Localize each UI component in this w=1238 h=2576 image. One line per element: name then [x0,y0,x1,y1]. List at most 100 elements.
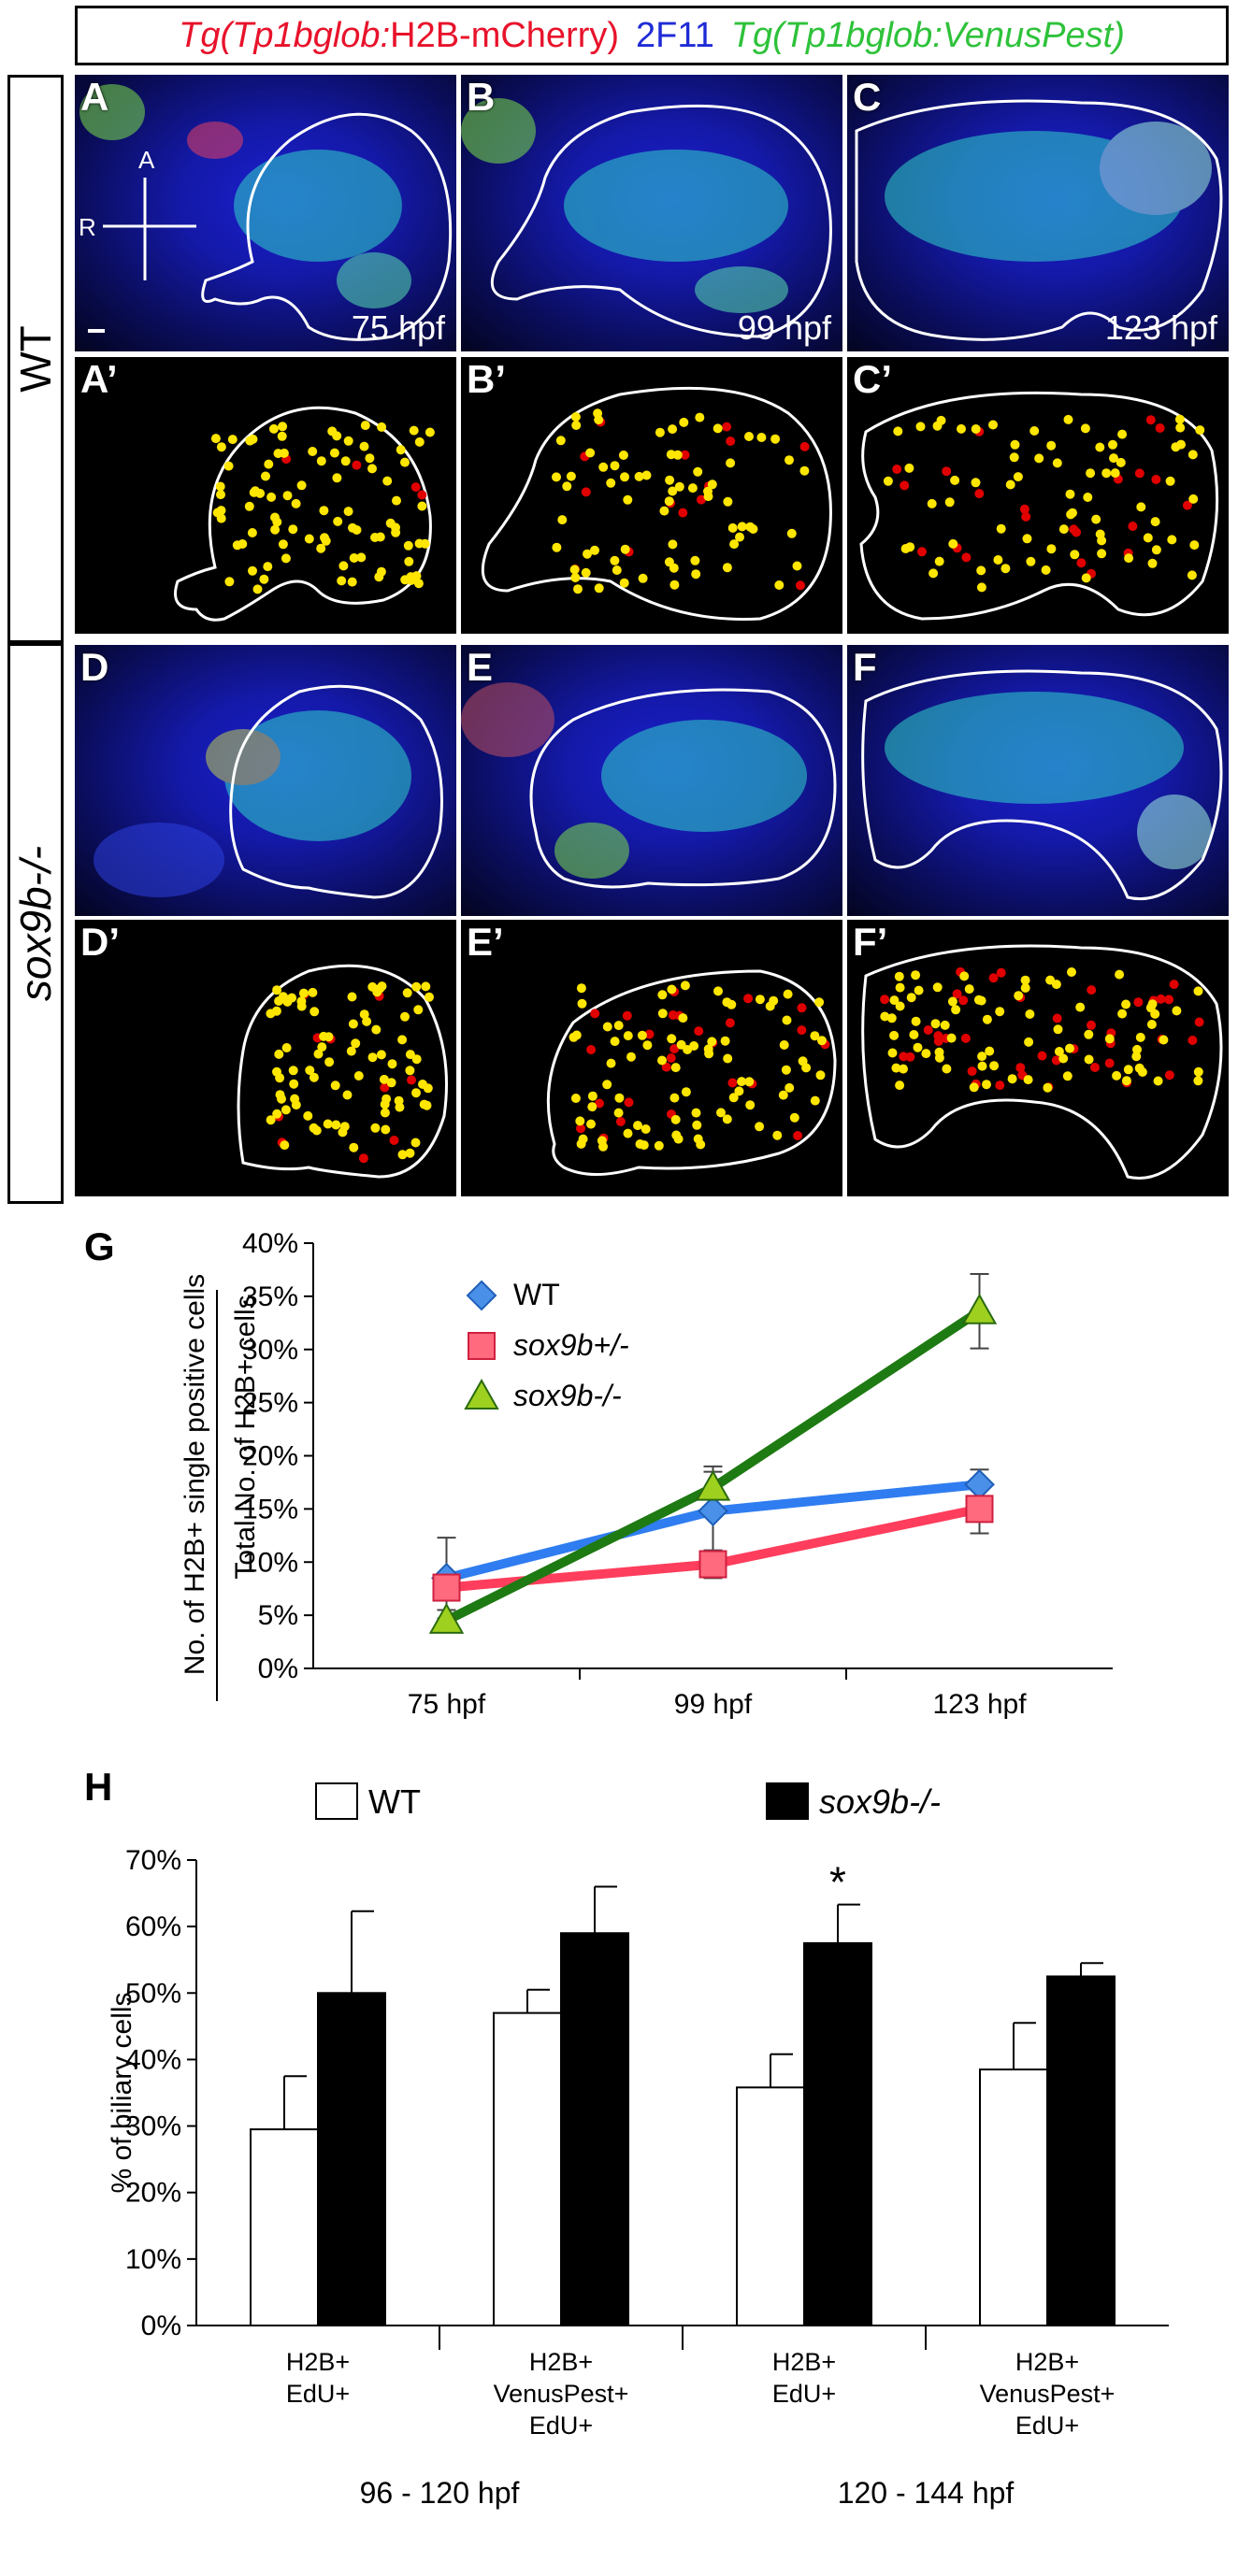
yellow-cell-dot [410,1138,421,1148]
red-cell-dot [1072,527,1082,537]
bar-wt [493,2011,562,2326]
yellow-cell-dot [948,538,958,549]
yellow-cell-dot [372,987,382,997]
panel-f2-dotmap: F’ [847,920,1229,1196]
yellow-cell-dot [810,1031,820,1041]
yellow-cell-dot [346,1046,356,1056]
x-category-label: VenusPest+ [494,2380,629,2408]
yellow-cell-dot [249,487,259,497]
legend-label-sox9b: sox9b-/- [819,1782,941,1821]
yellow-cell-dot [765,1001,775,1011]
yellow-cell-dot [291,498,301,508]
yellow-cell-dot [282,491,293,501]
yellow-cell-dot [613,1021,624,1031]
yellow-cell-dot [693,1134,703,1144]
yellow-cell-dot [678,1013,688,1023]
x-category-label: H2B+ [286,2348,350,2376]
yellow-cell-dot [691,1108,701,1118]
panel-b2-dotmap: B’ [461,357,842,634]
yellow-cell-dot [244,501,254,511]
yellow-cell-dot [1023,1075,1033,1085]
x-category-label: EdU+ [772,2380,836,2408]
yellow-cell-dot [1081,573,1091,583]
yellow-cell-dot [248,565,257,576]
yellow-cell-dot [296,1001,307,1011]
yellow-cell-dot [620,472,629,482]
yellow-cell-dot [690,555,700,565]
yellow-cell-dot [942,1064,952,1074]
yellow-cell-dot [673,1134,684,1144]
red-cell-dot [974,489,985,499]
yellow-cell-dot [411,1088,421,1098]
yellow-cell-dot [248,434,258,444]
y-tick-label: 0% [258,1653,298,1684]
yellow-cell-dot [1175,422,1186,433]
yellow-cell-dot [815,1070,826,1080]
yellow-cell-dot [338,561,349,571]
yellow-cell-dot [814,997,825,1008]
yellow-cell-dot [238,539,248,549]
yellow-cell-dot [989,1061,1000,1071]
yellow-cell-dot [353,1071,364,1080]
red-cell-dot [1021,511,1031,522]
yellow-cell-dot [421,981,431,992]
panel-a-time: 75 hpf [351,308,445,347]
yellow-cell-dot [573,584,583,594]
yellow-cell-dot [272,517,282,527]
data-point [964,1468,995,1500]
yellow-cell-dot [610,1037,620,1047]
yellow-cell-dot [614,1093,625,1103]
yellow-cell-dot [641,1124,651,1134]
panel-c-photo: C 123 hpf [847,75,1229,351]
cell-dots [569,980,830,1152]
yellow-cell-dot [944,497,955,508]
liver-outline: A R [79,84,453,341]
panel-d-photo: D [75,645,456,916]
yellow-cell-dot [745,522,756,532]
yellow-cell-dot [268,423,279,434]
red-cell-dot [797,1003,807,1013]
y-tick-label: 10% [242,1547,298,1578]
yellow-cell-dot [404,556,414,566]
panel-b2-label: B’ [467,357,506,401]
yellow-cell-dot [371,1024,381,1035]
yellow-cell-dot [309,1072,319,1082]
yellow-cell-dot [288,1066,298,1076]
yellow-cell-dot [313,1049,324,1059]
yellow-cell-dot [783,989,793,999]
red-cell-dot [590,1009,600,1019]
yellow-cell-dot [281,553,291,564]
panel-d2-dotmap: D’ [75,920,456,1196]
yellow-cell-dot [224,577,235,587]
yellow-cell-dot [365,453,375,464]
yellow-cell-dot [310,1007,320,1017]
red-cell-dot [586,1045,597,1054]
yellow-cell-dot [587,1091,597,1101]
red-cell-dot [389,1136,399,1145]
yellow-cell-dot [349,553,359,563]
yellow-cell-dot [1053,1024,1063,1035]
yellow-cell-dot [1009,452,1019,463]
yellow-cell-dot [359,1009,369,1020]
yellow-cell-dot [971,424,981,434]
y-tick-label: 30% [242,1335,298,1366]
yellow-cell-dot [669,1093,680,1103]
legend-2f11: 2F11 [636,15,714,55]
red-cell-dot [905,1052,915,1062]
yellow-cell-dot [413,1005,424,1015]
yellow-cell-dot [273,449,283,459]
yellow-cell-dot [1134,1063,1144,1073]
yellow-cell-dot [744,432,754,441]
y-tick-label: 70% [125,1845,181,1876]
yellow-cell-dot [1066,509,1076,520]
yellow-cell-dot [720,1036,730,1046]
yellow-cell-dot [906,993,916,1003]
bar-wt [979,2068,1048,2326]
yellow-cell-dot [633,1121,642,1131]
panel-e2-label: E’ [467,920,504,964]
yellow-cell-dot [951,1005,961,1015]
red-cell-dot [952,989,962,999]
yellow-cell-dot [1135,1032,1145,1042]
yellow-cell-dot [977,1061,987,1071]
yellow-cell-dot [756,433,767,442]
